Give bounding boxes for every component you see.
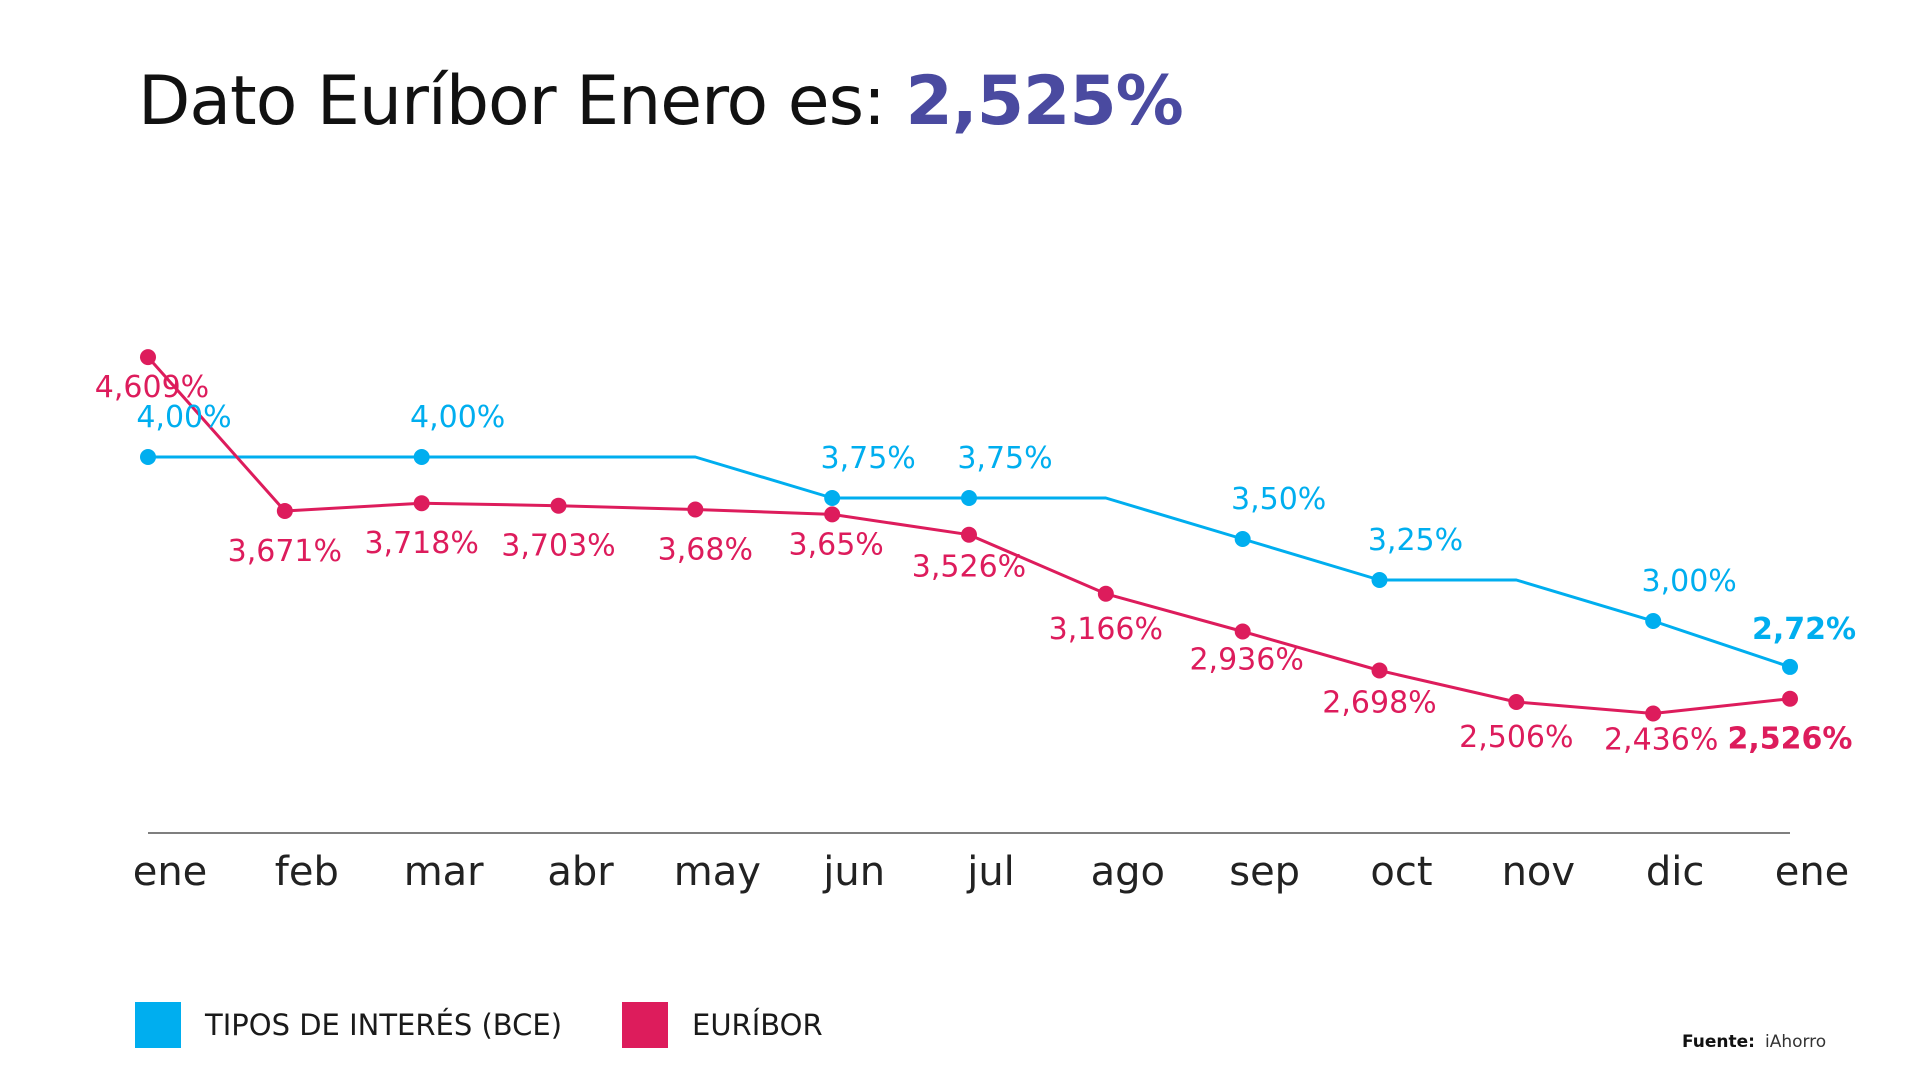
x-tick-label: sep [1229,849,1300,895]
source-value: iAhorro [1764,1032,1827,1052]
legend-swatch-bce [135,1002,181,1048]
x-tick-label: ene [133,849,208,895]
data-label-bce: 3,75% [957,441,1052,476]
data-point-euribor [413,495,430,512]
data-label-bce: 3,25% [1368,523,1463,558]
data-point-euribor [1234,623,1251,640]
title-prefix: Dato Euríbor Enero es: [138,62,906,141]
data-point-euribor [1645,705,1662,722]
x-tick-label: feb [275,849,339,895]
data-label-bce: 3,00% [1642,564,1737,599]
data-label-euribor: 3,166% [1049,612,1163,647]
line-chart: ene feb mar abr may jun jul ago sep oct nov dic ene … [95,349,1856,895]
series-layer [140,349,1798,722]
data-point-bce [140,449,156,465]
data-point-bce [824,490,841,506]
data-point-euribor [1097,585,1114,602]
x-tick-label: may [674,849,761,895]
data-point-bce [1371,572,1388,588]
source-label: Fuente: [1682,1032,1755,1052]
x-tick-label: dic [1646,849,1705,895]
legend-swatch-euribor [622,1002,668,1048]
x-tick-label: nov [1502,849,1576,895]
data-label-euribor: 3,68% [658,532,753,567]
data-label-euribor: 3,703% [501,529,615,564]
data-point-euribor [1508,694,1525,711]
data-point-euribor [687,501,704,518]
x-tick-label: jul [966,849,1015,895]
legend-label-bce: TIPOS DE INTERÉS (BCE) [205,1008,563,1042]
data-label-euribor: 2,436% [1604,722,1718,757]
data-point-bce [1234,531,1251,547]
x-tick-label: oct [1370,849,1432,895]
data-point-bce [1645,613,1662,629]
data-label-euribor: 2,526% [1728,722,1853,757]
x-tick-label: mar [404,849,484,895]
data-point-euribor [961,526,977,543]
source-note: Fuente: iAhorro [1682,1032,1826,1052]
x-axis: ene feb mar abr may jun jul ago sep oct nov dic ene [133,832,1850,895]
data-point-euribor [550,497,567,514]
chart-title: Dato Euríbor Enero es: 2,525% [138,62,1184,141]
data-label-euribor: 4,609% [95,370,209,405]
legend-item-bce: TIPOS DE INTERÉS (BCE) [135,1002,562,1048]
legend-item-euribor: EURÍBOR [622,1002,823,1048]
x-tick-label: ene [1775,849,1850,895]
data-label-euribor: 2,506% [1459,720,1573,755]
data-point-euribor [140,349,156,366]
data-label-bce: 3,50% [1231,482,1326,517]
x-tick-label: ago [1091,849,1165,895]
legend-label-euribor: EURÍBOR [692,1008,823,1042]
data-label-bce: 4,00% [410,400,505,435]
data-label-euribor: 2,936% [1189,642,1303,677]
data-point-euribor [276,502,293,519]
data-labels: 4,00% 4,00% 3,75% 3,75% 3,50% 3,25% 3,00% 2,72%… [95,370,1856,757]
data-label-bce: 2,72% [1752,612,1856,647]
x-tick-label: abr [547,849,614,895]
data-label-bce: 4,00% [136,400,231,435]
data-label-euribor: 3,718% [364,526,478,561]
data-label-euribor: 3,65% [789,527,884,562]
data-label-euribor: 3,526% [912,550,1026,585]
data-label-euribor: 2,698% [1322,686,1436,721]
data-point-euribor [1782,690,1798,707]
data-label-bce: 3,75% [821,441,916,476]
title-highlight-value: 2,525% [905,62,1184,141]
data-point-euribor [824,506,841,523]
x-tick-label: jun [822,849,885,895]
data-point-bce [1782,658,1798,675]
data-point-bce [413,449,430,465]
data-point-bce [961,490,977,506]
data-point-euribor [1371,662,1388,679]
data-label-euribor: 3,671% [228,534,342,569]
